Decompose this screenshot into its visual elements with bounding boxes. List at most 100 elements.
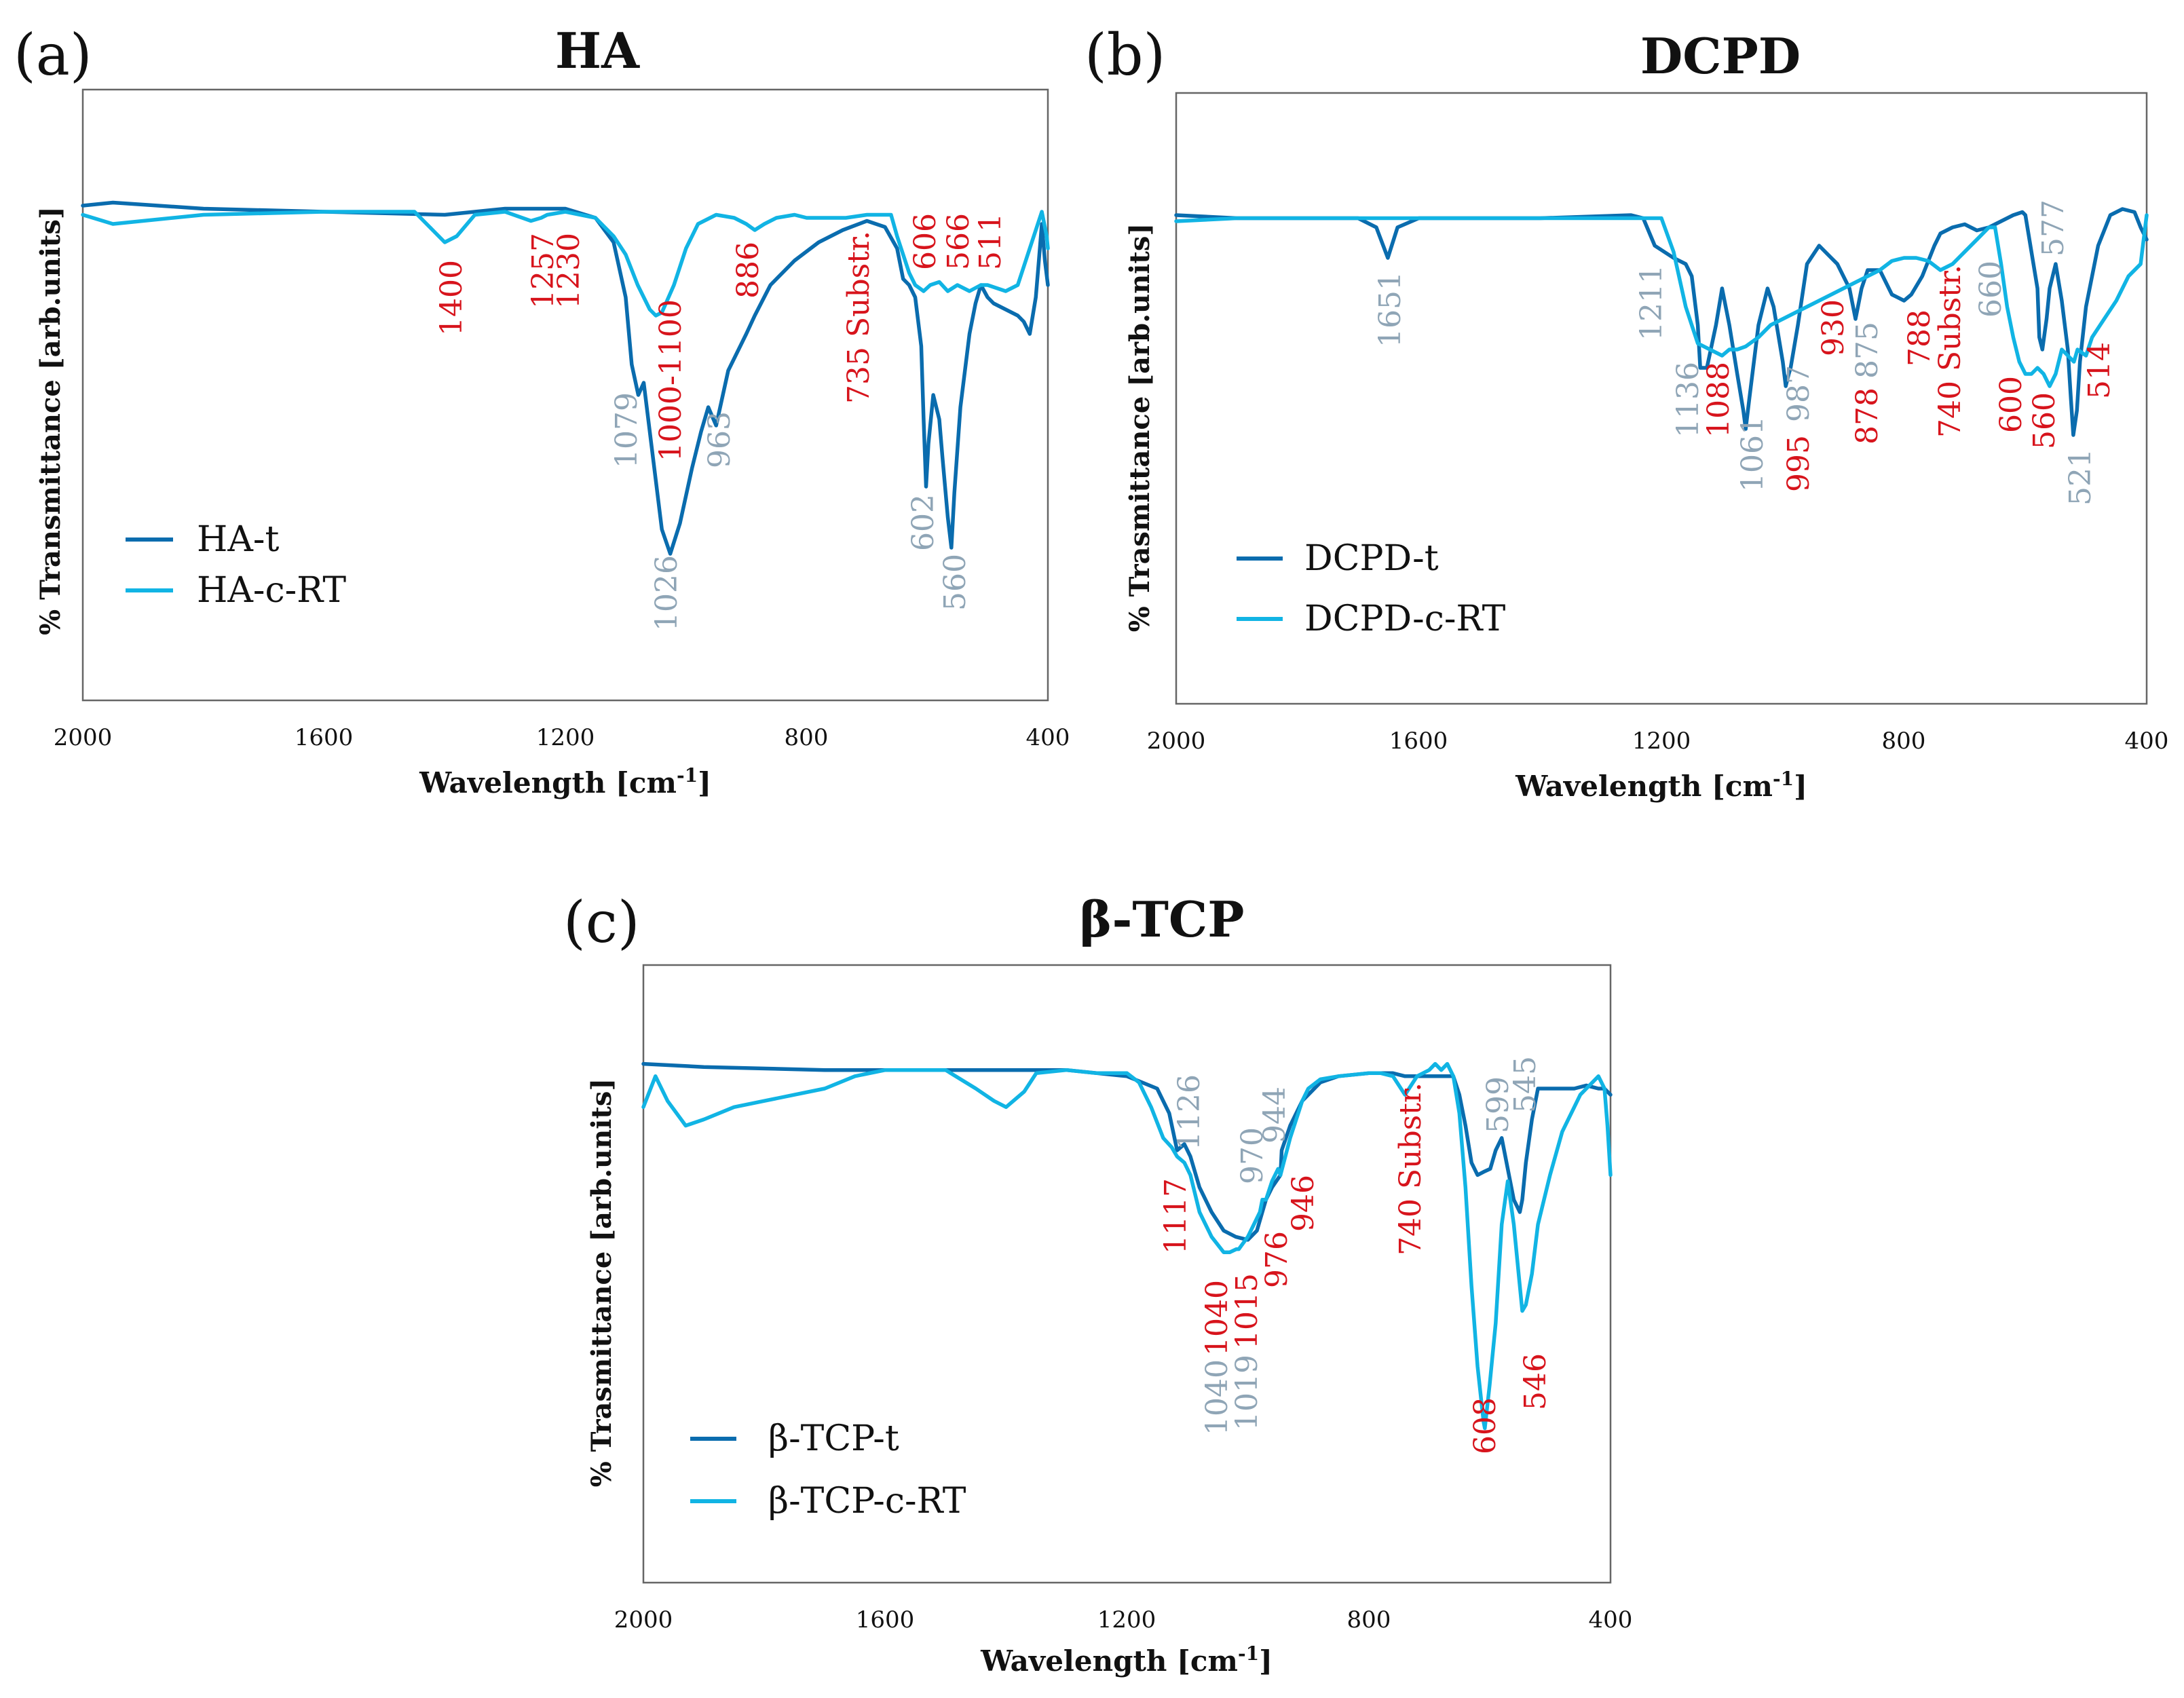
panel-b-legend-label-1: DCPD-c-RT bbox=[1304, 599, 1506, 639]
panel-a-annotation: 735 Substr. bbox=[842, 231, 876, 404]
panel-c-annotation: 946 bbox=[1286, 1175, 1321, 1232]
panel-b-title: DCPD bbox=[1640, 27, 1801, 85]
panel-c-legend-label-0: β-TCP-t bbox=[768, 1418, 899, 1459]
panel-c-annotation: 1126 bbox=[1172, 1074, 1207, 1150]
panel-b-annotation: 995 bbox=[1782, 435, 1816, 492]
panel-b-annotation: 930 bbox=[1816, 299, 1851, 356]
panel-a-label: (a) bbox=[14, 22, 92, 88]
panel-c-series--tcp-t bbox=[641, 1061, 1613, 1242]
panel-b-annotation: 660 bbox=[1974, 261, 2008, 318]
panel-b-annotation: 987 bbox=[1782, 365, 1816, 422]
panel-b-annotation: 1651 bbox=[1373, 271, 1408, 347]
panel-c-x-axis-label: Wavelength [cm-1] bbox=[980, 1642, 1273, 1678]
panel-c-xtick-400: 400 bbox=[1589, 1606, 1633, 1634]
panel-a-annotation: 1026 bbox=[649, 555, 684, 631]
panel-b-series-dcpd-c-rt bbox=[1174, 213, 2149, 388]
panel-c-annotation: 1117 bbox=[1159, 1178, 1193, 1254]
panel-a-x-axis-label: Wavelength [cm-1] bbox=[419, 764, 711, 799]
panel-c-legend: β-TCP-t β-TCP-c-RT bbox=[690, 1418, 966, 1522]
panel-b-annotation: 521 bbox=[2063, 449, 2098, 506]
panel-a-annotation: 1230 bbox=[552, 233, 586, 309]
panel-b-series-layer bbox=[1174, 207, 2149, 437]
panel-b-annotation: 1211 bbox=[1634, 265, 1669, 341]
panel-a-xtick-1200: 1200 bbox=[536, 724, 595, 751]
panel-c-annotation: 970 bbox=[1235, 1127, 1270, 1184]
panel-c-series-layer bbox=[641, 1061, 1613, 1431]
panel-c-series--tcp-c-rt bbox=[641, 1061, 1613, 1431]
panel-b-dcpd: (b) DCPD 2000 1600 1200 800 400 Waveleng… bbox=[1085, 22, 2168, 803]
panel-b-annotation: 740 Substr. bbox=[1933, 265, 1968, 438]
panel-b-xtick-1200: 1200 bbox=[1632, 728, 1691, 755]
panel-c-annotations: 1126 1117 970 944 976 946 1040 1015 1040… bbox=[1159, 1056, 1553, 1454]
panel-a-xtick-800: 800 bbox=[785, 724, 829, 751]
panel-c-annotation: 944 bbox=[1258, 1087, 1292, 1144]
panel-a-legend-label-0: HA-t bbox=[197, 519, 279, 560]
panel-b-annotation: 577 bbox=[2036, 200, 2071, 257]
panel-a-legend-label-1: HA-c-RT bbox=[197, 570, 346, 611]
panel-b-xtick-800: 800 bbox=[1882, 728, 1926, 755]
panel-a-annotation: 560 bbox=[938, 554, 973, 611]
panel-a-annotation: 1257 bbox=[526, 233, 561, 309]
panel-c-annotation: 546 bbox=[1518, 1353, 1553, 1410]
panel-a-xtick-1600: 1600 bbox=[295, 724, 354, 751]
panel-c-annotation: 1040 bbox=[1200, 1359, 1235, 1435]
panel-b-annotation: 878 bbox=[1850, 388, 1885, 445]
panel-b-x-ticks: 2000 1600 1200 800 400 bbox=[1147, 728, 2169, 755]
panel-c-beta-tcp: (c) β-TCP 2000 1600 1200 800 400 Wavelen… bbox=[563, 889, 1632, 1678]
panel-b-annotation: 600 bbox=[1994, 376, 2029, 433]
panel-b-annotation: 1061 bbox=[1735, 416, 1770, 492]
panel-c-x-ticks: 2000 1600 1200 800 400 bbox=[614, 1606, 1633, 1634]
panel-b-legend: DCPD-t DCPD-c-RT bbox=[1237, 538, 1506, 639]
panel-c-xtick-2000: 2000 bbox=[614, 1606, 673, 1634]
panel-c-plot-frame bbox=[642, 964, 1612, 1584]
panel-a-annotation: 1000-1100 bbox=[654, 299, 688, 461]
panel-a-xtick-400: 400 bbox=[1026, 724, 1070, 751]
panel-a-xtick-2000: 2000 bbox=[54, 724, 113, 751]
panel-c-legend-label-1: β-TCP-c-RT bbox=[768, 1481, 966, 1522]
panel-a-plot-frame bbox=[81, 88, 1049, 702]
panel-b-x-axis-label: Wavelength [cm-1] bbox=[1515, 768, 1807, 803]
panel-c-y-axis-label: % Trasmittance [arb.units] bbox=[586, 1078, 618, 1488]
panel-a-series-ha-c-rt bbox=[81, 210, 1050, 318]
panel-c-annotation: 976 bbox=[1260, 1231, 1294, 1288]
panel-b-annotation: 560 bbox=[2027, 392, 2062, 449]
panel-b-series-dcpd-t bbox=[1174, 207, 2149, 437]
panel-a-annotation: 602 bbox=[906, 494, 941, 551]
panel-b-plot-frame bbox=[1175, 92, 2148, 705]
panel-c-annotation: 1040 bbox=[1200, 1280, 1235, 1356]
panel-c-xtick-1600: 1600 bbox=[856, 1606, 915, 1634]
panel-a-annotation: 1400 bbox=[434, 260, 469, 336]
panel-b-annotation: 875 bbox=[1850, 322, 1885, 379]
panel-b-xtick-1600: 1600 bbox=[1389, 728, 1448, 755]
panel-a-series-layer bbox=[81, 200, 1050, 556]
panel-b-annotation: 514 bbox=[2082, 342, 2117, 399]
panel-b-label: (b) bbox=[1085, 22, 1165, 88]
panel-b-xtick-2000: 2000 bbox=[1147, 728, 1206, 755]
panel-a-annotation: 511 bbox=[973, 213, 1008, 270]
panel-c-annotation: 608 bbox=[1468, 1397, 1503, 1454]
panel-c-annotation: 545 bbox=[1508, 1056, 1543, 1113]
panel-a-annotation: 566 bbox=[941, 213, 976, 270]
panel-b-annotation: 1136 bbox=[1671, 362, 1706, 438]
panel-c-label: (c) bbox=[563, 889, 640, 956]
panel-a-annotation: 1079 bbox=[609, 392, 644, 468]
panel-a-annotation: 606 bbox=[908, 213, 943, 270]
panel-a-annotation: 963 bbox=[702, 411, 737, 468]
panel-a-ha: (a) HA 2000 1600 1200 800 400 Wavelength… bbox=[14, 22, 1070, 799]
panel-c-xtick-800: 800 bbox=[1347, 1606, 1391, 1634]
panel-c-annotation: 740 Substr. bbox=[1393, 1082, 1428, 1256]
panel-c-title: β-TCP bbox=[1080, 890, 1245, 948]
panel-b-xtick-400: 400 bbox=[2125, 728, 2169, 755]
panel-a-annotations: 1400 1257 1230 1079 1000-1100 1026 963 8… bbox=[434, 213, 1008, 631]
panel-b-y-axis-label: % Trasmittance [arb.units] bbox=[1124, 223, 1156, 633]
panel-a-legend: HA-t HA-c-RT bbox=[126, 519, 346, 611]
panel-a-x-ticks: 2000 1600 1200 800 400 bbox=[54, 724, 1070, 751]
panel-c-annotation: 599 bbox=[1481, 1076, 1515, 1133]
panel-a-y-axis-label: % Transmittance [arb.units] bbox=[35, 206, 67, 635]
panel-c-annotation: 1019 bbox=[1230, 1355, 1264, 1431]
panel-c-annotation: 1015 bbox=[1230, 1273, 1264, 1349]
panel-b-annotation: 788 bbox=[1902, 309, 1937, 366]
panel-b-annotations: 1651 1211 1136 1088 1061 995 987 930 875… bbox=[1373, 200, 2117, 506]
panel-b-legend-label-0: DCPD-t bbox=[1304, 538, 1439, 579]
